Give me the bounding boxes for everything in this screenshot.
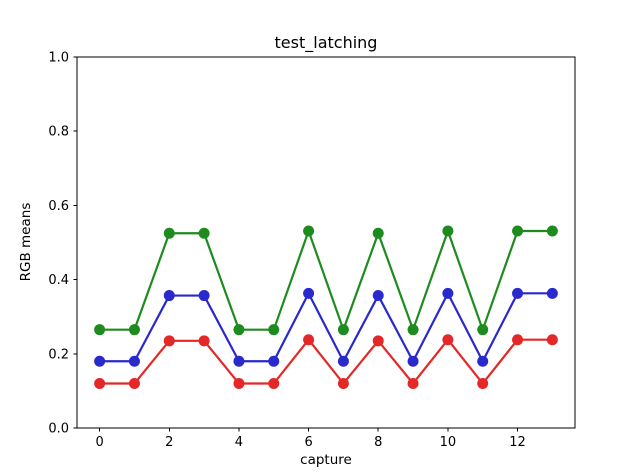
series-line <box>98 292 554 363</box>
x-tick-label: 2 <box>165 435 173 450</box>
data-point-marker <box>268 324 280 336</box>
data-point-marker <box>163 335 175 347</box>
data-point-marker <box>372 290 384 302</box>
x-tick-label: 0 <box>95 435 103 450</box>
data-point-marker <box>337 377 349 389</box>
data-point-marker <box>128 355 140 367</box>
data-point-marker <box>94 377 106 389</box>
data-point-marker <box>268 355 280 367</box>
chart-title: test_latching <box>274 33 378 52</box>
y-tick-label: 0.4 <box>48 273 69 288</box>
series-line <box>98 338 554 385</box>
series-line <box>98 229 554 331</box>
axes-spines <box>76 56 576 429</box>
x-axis-label: capture <box>300 452 352 468</box>
data-point-marker <box>198 335 210 347</box>
data-point-marker <box>546 287 558 299</box>
data-point-marker <box>337 355 349 367</box>
data-point-marker <box>546 225 558 237</box>
y-tick-label: 0.0 <box>48 422 69 437</box>
data-point-marker <box>512 334 524 346</box>
data-point-marker <box>512 287 524 299</box>
data-point-marker <box>128 324 140 336</box>
data-point-marker <box>477 355 489 367</box>
x-tick-label: 4 <box>235 435 243 450</box>
data-point-marker <box>442 334 454 346</box>
data-point-marker <box>163 290 175 302</box>
data-point-marker <box>337 324 349 336</box>
data-point-marker <box>442 287 454 299</box>
x-tick-label: 8 <box>374 435 382 450</box>
data-point-marker <box>407 324 419 336</box>
data-point-marker <box>268 377 280 389</box>
data-point-marker <box>407 377 419 389</box>
data-point-marker <box>477 377 489 389</box>
y-tick-label: 0.8 <box>48 125 69 140</box>
data-point-marker <box>163 227 175 239</box>
x-axis-ticks: 0 2 4 6 8 10 12 <box>95 428 526 450</box>
y-tick-label: 0.6 <box>48 199 69 214</box>
data-point-marker <box>303 287 315 299</box>
x-tick-label: 12 <box>509 435 526 450</box>
series-g-mean <box>94 225 558 336</box>
y-tick-label: 1.0 <box>48 51 69 66</box>
data-point-marker <box>372 227 384 239</box>
data-point-marker <box>407 355 419 367</box>
y-axis-ticks: 0.0 0.2 0.4 0.6 0.8 1.0 <box>48 51 77 437</box>
data-point-marker <box>233 324 245 336</box>
data-point-marker <box>198 290 210 302</box>
data-point-marker <box>94 324 106 336</box>
x-tick-label: 10 <box>440 435 457 450</box>
y-tick-label: 0.2 <box>48 347 69 362</box>
data-point-marker <box>233 355 245 367</box>
data-point-marker <box>233 377 245 389</box>
data-point-marker <box>303 334 315 346</box>
data-point-marker <box>303 225 315 237</box>
series-b-mean <box>94 287 558 367</box>
x-tick-label: 6 <box>304 435 312 450</box>
series-r-mean <box>94 334 558 389</box>
data-point-marker <box>512 225 524 237</box>
data-point-marker <box>198 227 210 239</box>
data-point-marker <box>128 377 140 389</box>
data-point-marker <box>442 225 454 237</box>
data-point-marker <box>372 335 384 347</box>
data-point-marker <box>477 324 489 336</box>
data-point-marker <box>94 355 106 367</box>
data-point-marker <box>546 334 558 346</box>
